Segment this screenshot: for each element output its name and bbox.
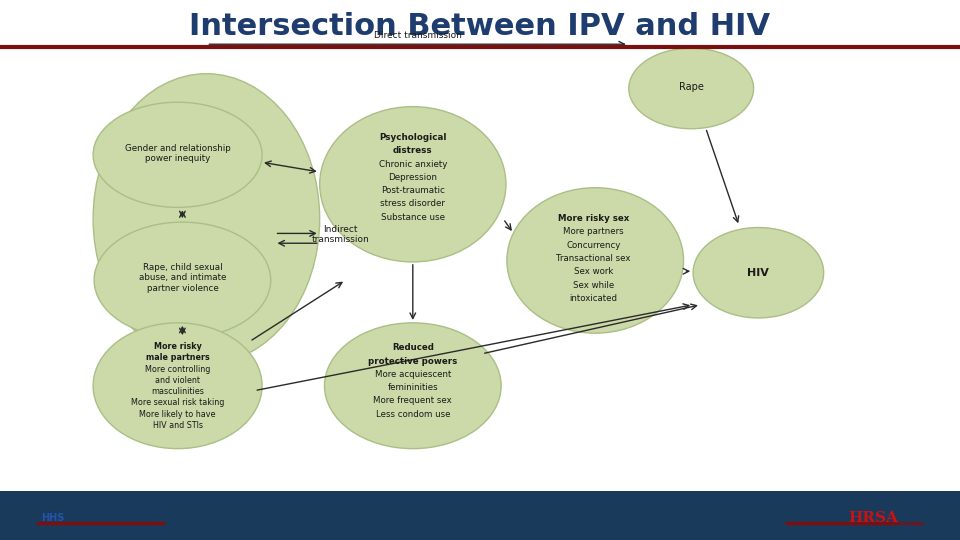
Text: Less condom use: Less condom use [375,410,450,418]
Text: More frequent sex: More frequent sex [373,396,452,406]
Text: male partners: male partners [146,353,209,362]
Text: protective powers: protective powers [369,357,457,366]
Text: More risky: More risky [154,342,202,351]
Text: femininities: femininities [388,383,438,392]
Ellipse shape [93,102,262,207]
Ellipse shape [507,188,684,333]
Text: HIV and STIs: HIV and STIs [153,421,203,430]
Text: Sex while: Sex while [573,280,613,289]
Text: HIV: HIV [748,268,769,278]
Text: HRSA: HRSA [849,511,899,525]
Text: Intersection Between IPV and HIV: Intersection Between IPV and HIV [189,12,771,41]
Ellipse shape [93,73,320,363]
Text: More partners: More partners [563,227,624,237]
Text: More sexual risk taking: More sexual risk taking [131,399,225,408]
Text: Direct transmission: Direct transmission [373,31,462,40]
Text: More risky sex: More risky sex [558,214,629,223]
Text: Depression: Depression [388,173,438,182]
Text: Psychological: Psychological [379,133,446,142]
Text: Transactional sex: Transactional sex [556,254,631,263]
Ellipse shape [693,227,824,318]
Ellipse shape [629,48,754,129]
Text: intoxicated: intoxicated [569,294,617,303]
Text: HHS: HHS [41,514,64,523]
Text: and violent: and violent [156,376,200,385]
Text: distress: distress [393,146,433,156]
Text: More controlling: More controlling [145,364,210,374]
Text: Chronic anxiety: Chronic anxiety [378,160,447,168]
Text: Rape, child sexual
abuse, and intimate
partner violence: Rape, child sexual abuse, and intimate p… [138,263,227,293]
Text: Concurrency: Concurrency [566,241,620,249]
Text: Rape: Rape [679,83,704,92]
Text: Gender and relationship
power inequity: Gender and relationship power inequity [125,144,230,163]
Text: Post-traumatic: Post-traumatic [381,186,444,195]
Text: masculinities: masculinities [151,387,204,396]
Ellipse shape [94,222,271,338]
Text: More likely to have: More likely to have [139,410,216,418]
Text: stress disorder: stress disorder [380,199,445,208]
Text: Sex work: Sex work [573,267,613,276]
Ellipse shape [93,323,262,449]
Text: Reduced: Reduced [392,343,434,353]
Text: Indirect
transmission: Indirect transmission [312,225,370,244]
Text: Substance use: Substance use [381,213,444,222]
Text: Health Resources &
Services Administration: Health Resources & Services Administrati… [898,522,960,532]
Bar [0,491,960,540]
Ellipse shape [324,323,501,449]
Text: More acquiescent: More acquiescent [374,370,451,379]
Ellipse shape [320,106,506,262]
